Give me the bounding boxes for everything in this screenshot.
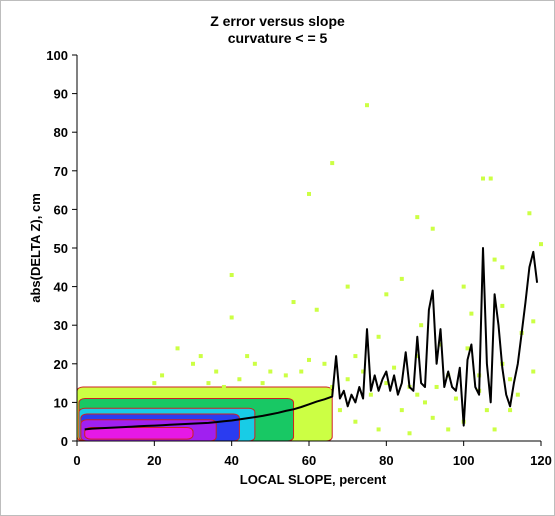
axis-layer (76, 55, 541, 442)
scatter-point (268, 369, 273, 374)
scatter-point (330, 161, 335, 166)
scatter-point (531, 319, 536, 324)
scatter-point (465, 346, 470, 351)
scatter-point (368, 392, 373, 397)
x-tick-label: 60 (302, 453, 316, 468)
x-tick-label: 0 (73, 453, 80, 468)
y-tick-label: 50 (54, 241, 68, 256)
scatter-point (322, 361, 327, 366)
y-tick-label: 70 (54, 164, 68, 179)
scatter-point (337, 408, 342, 413)
scatter-point (252, 361, 257, 366)
scatter-point (415, 354, 420, 359)
scatter-point (191, 361, 195, 366)
scatter-point (399, 276, 404, 281)
scatter-point (500, 303, 505, 308)
scatter-point (407, 431, 412, 436)
y-tick-label: 10 (54, 395, 68, 410)
scatter-point (361, 369, 366, 374)
scatter-point (376, 427, 381, 432)
y-tick-label: 30 (54, 318, 68, 333)
scatter-point (492, 427, 497, 432)
scatter-point (500, 265, 505, 270)
scatter-point (307, 191, 311, 196)
scatter-point (508, 408, 513, 413)
tick-layer: 0 20 40 60 80 100 120 0 10 20 30 40 50 60 70 80 90 100 (46, 48, 552, 468)
scatter-point (438, 342, 443, 347)
scatter-point (461, 284, 466, 289)
scatter-point (345, 284, 350, 289)
x-tick-label: 20 (147, 453, 161, 468)
scatter-point (508, 377, 513, 382)
x-tick-label: 80 (379, 453, 393, 468)
scatter-point (430, 415, 435, 420)
scatter-point (221, 384, 226, 389)
scatter-point (152, 381, 157, 386)
scatter-point (531, 369, 536, 374)
scatter-point (198, 354, 203, 359)
scatter-point (419, 323, 424, 328)
scatter-point (384, 381, 389, 386)
scatter-point (245, 354, 250, 359)
y-tick-label: 60 (54, 202, 68, 217)
chart-title: Z error versus slope (210, 13, 345, 29)
scatter-point (399, 408, 404, 413)
mean-error-line (84, 247, 539, 431)
scatter-point (488, 176, 493, 181)
x-tick-label: 120 (530, 453, 552, 468)
scatter-point (515, 392, 520, 397)
x-tick-label: 40 (224, 453, 238, 468)
scatter-point (314, 392, 319, 397)
scatter-point (237, 377, 242, 382)
scatter-point (206, 381, 211, 386)
y-tick-label: 0 (61, 434, 68, 449)
scatter-point (415, 215, 420, 220)
scatter-point (229, 273, 234, 278)
scatter-point (175, 346, 180, 351)
scatter-point (260, 381, 265, 386)
scatter-point (299, 369, 304, 374)
scatter-point (481, 176, 485, 181)
density-layer (76, 386, 333, 442)
scatter-point (345, 377, 350, 382)
scatter-point (160, 373, 165, 378)
scatter-point (353, 419, 358, 424)
scatter-point (384, 292, 389, 297)
chart-subtitle: curvature < = 5 (227, 30, 328, 46)
scatter-point (434, 384, 439, 389)
scatter-point (527, 211, 532, 216)
y-tick-label: 90 (54, 87, 68, 102)
y-tick-label: 80 (54, 125, 68, 140)
scatter-point (430, 226, 435, 231)
density-band-magenta (84, 426, 194, 440)
y-axis-label: abs(DELTA Z), cm (28, 193, 43, 303)
scatter-point (392, 365, 397, 370)
x-axis-label: LOCAL SLOPE, percent (240, 472, 387, 487)
scatter-point (229, 315, 234, 320)
scatter-point (539, 242, 543, 247)
scatter-point (469, 311, 474, 316)
scatter-point (291, 300, 296, 305)
scatter-point (492, 257, 497, 262)
y-tick-label: 100 (46, 48, 68, 63)
scatter-point (214, 369, 219, 374)
line-layer (84, 247, 539, 431)
scatter-point (283, 373, 288, 378)
y-tick-label: 40 (54, 280, 68, 295)
scatter-point (484, 408, 489, 413)
y-tick-label: 20 (54, 357, 68, 372)
scatter-point (307, 357, 311, 362)
scatter-point (423, 400, 427, 405)
scatter-point (376, 334, 381, 339)
scatter-point (453, 396, 458, 401)
scatter-point (365, 103, 369, 108)
x-tick-label: 100 (453, 453, 475, 468)
scatter-point (415, 392, 420, 397)
scatter-point (314, 307, 319, 312)
scatter-point (322, 427, 327, 432)
scatter-point (446, 427, 451, 432)
scatter-point (353, 354, 358, 359)
